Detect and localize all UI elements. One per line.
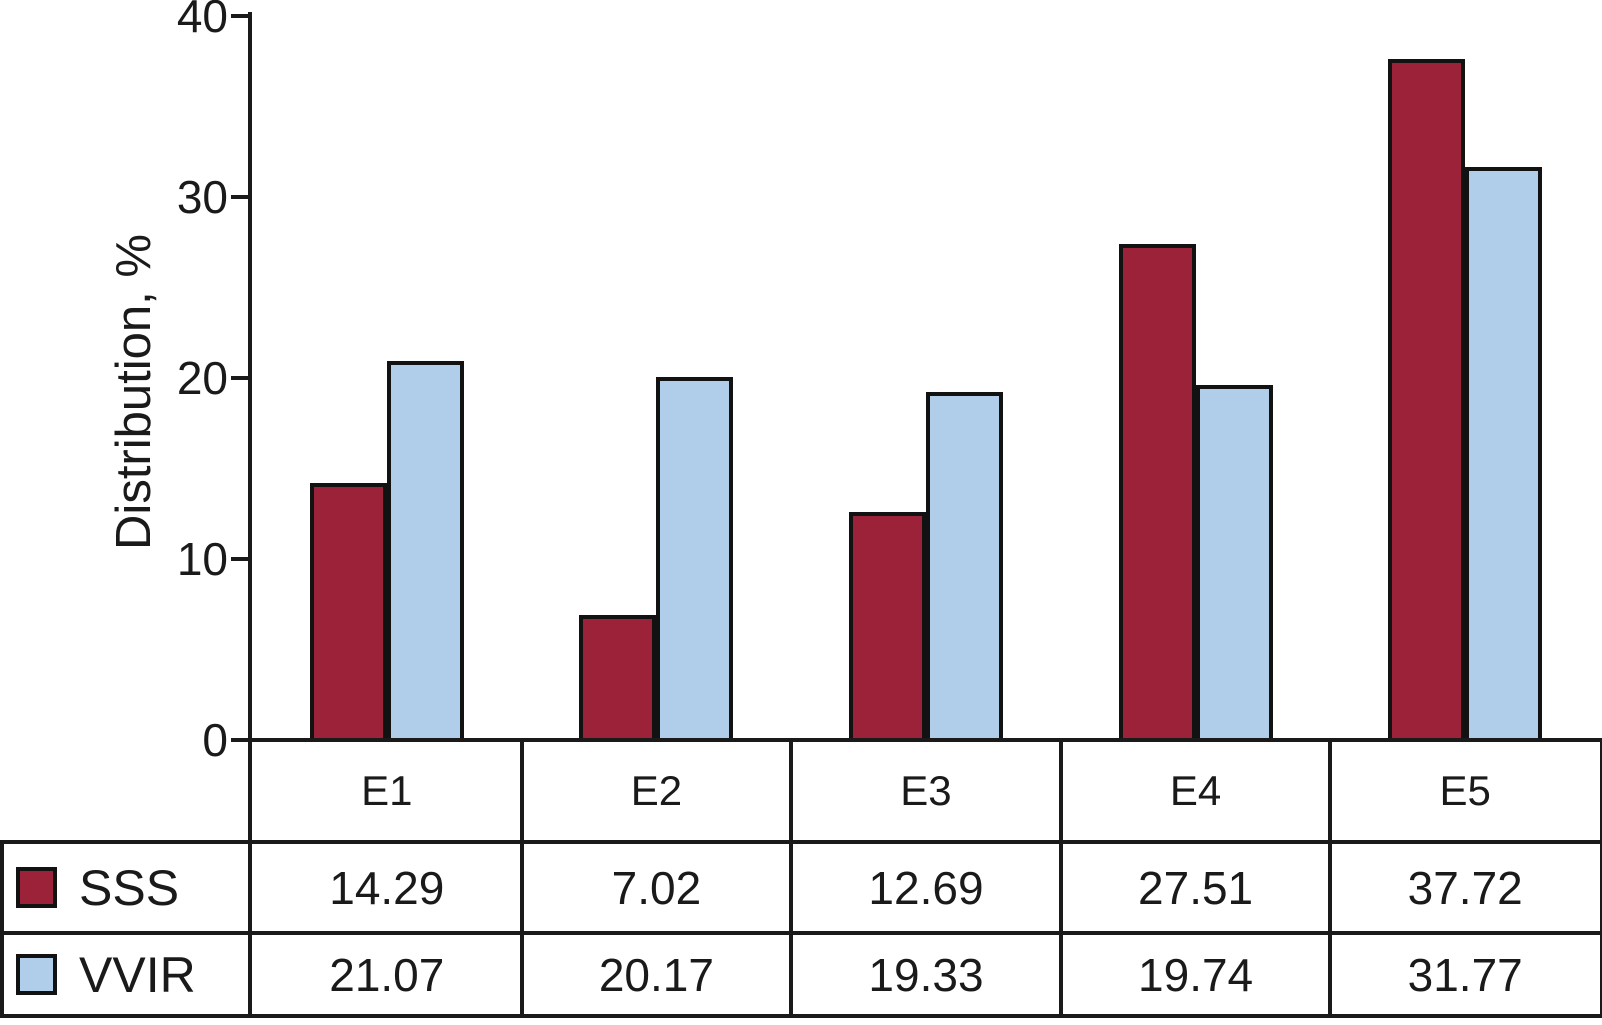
y-axis-tick-label-10: 10 xyxy=(176,533,228,585)
legend-row-sss: SSS xyxy=(0,844,252,931)
y-axis-tick-20 xyxy=(231,376,248,380)
column-divider xyxy=(789,738,794,1018)
y-axis-tick-label-30: 30 xyxy=(176,171,228,223)
legend-label-sss: SSS xyxy=(79,859,180,916)
y-axis-tick-label-0: 0 xyxy=(202,714,228,766)
header-cell-e2: E2 xyxy=(630,767,683,814)
y-axis-tick-label-40: 40 xyxy=(176,0,228,42)
table-top-border xyxy=(248,738,1602,742)
bar-sss-e4 xyxy=(1118,244,1196,742)
y-axis-tick-0 xyxy=(231,738,248,742)
bar-sss-e2 xyxy=(579,615,657,742)
bar-vvir-e5 xyxy=(1465,167,1543,742)
value-cell-vvir-e2: 20.17 xyxy=(598,948,714,1001)
column-divider xyxy=(1328,738,1333,1018)
y-axis-tick-10 xyxy=(231,557,248,561)
header-cell-e4: E4 xyxy=(1169,767,1222,814)
value-cell-sss-e3: 12.69 xyxy=(868,861,984,914)
bar-sss-e5 xyxy=(1388,59,1466,742)
bar-vvir-e3 xyxy=(926,392,1003,742)
header-cell-e1: E1 xyxy=(361,767,413,814)
bar-sss-e1 xyxy=(309,483,387,742)
legend-row-vvir: VVIR xyxy=(0,935,252,1014)
value-cell-vvir-e5: 31.77 xyxy=(1407,948,1523,1001)
bar-sss-e3 xyxy=(849,512,926,742)
value-cell-vvir-e1: 21.07 xyxy=(329,948,445,1001)
bar-vvir-e4 xyxy=(1195,385,1273,742)
y-axis-tick-40 xyxy=(231,14,248,18)
legend-swatch-vvir-icon xyxy=(16,954,57,995)
bar-vvir-e2 xyxy=(656,377,734,742)
value-cell-vvir-e3: 19.33 xyxy=(868,948,984,1001)
column-divider xyxy=(1058,738,1063,1018)
table-left-border xyxy=(0,840,4,1018)
value-cell-sss-e2: 7.02 xyxy=(611,861,702,914)
legend-rows-top-border xyxy=(0,840,1602,844)
table-right-border xyxy=(1600,738,1602,1018)
legend-label-vvir: VVIR xyxy=(79,946,196,1003)
legend-swatch-sss-icon xyxy=(16,867,57,908)
value-cell-sss-e4: 27.51 xyxy=(1138,861,1254,914)
y-axis-line xyxy=(248,12,252,1018)
value-cell-vvir-e4: 19.74 xyxy=(1138,948,1254,1001)
value-cell-sss-e1: 14.29 xyxy=(329,861,445,914)
y-axis-tick-label-20: 20 xyxy=(176,352,228,404)
bar-vvir-e1 xyxy=(386,361,464,742)
header-cell-e5: E5 xyxy=(1439,767,1491,814)
row-separator xyxy=(0,931,1602,935)
value-cell-sss-e5: 37.72 xyxy=(1407,861,1523,914)
y-axis-tick-30 xyxy=(231,195,248,199)
column-divider xyxy=(519,738,524,1018)
table-bottom-border xyxy=(0,1014,1602,1018)
header-cell-e3: E3 xyxy=(900,767,952,814)
